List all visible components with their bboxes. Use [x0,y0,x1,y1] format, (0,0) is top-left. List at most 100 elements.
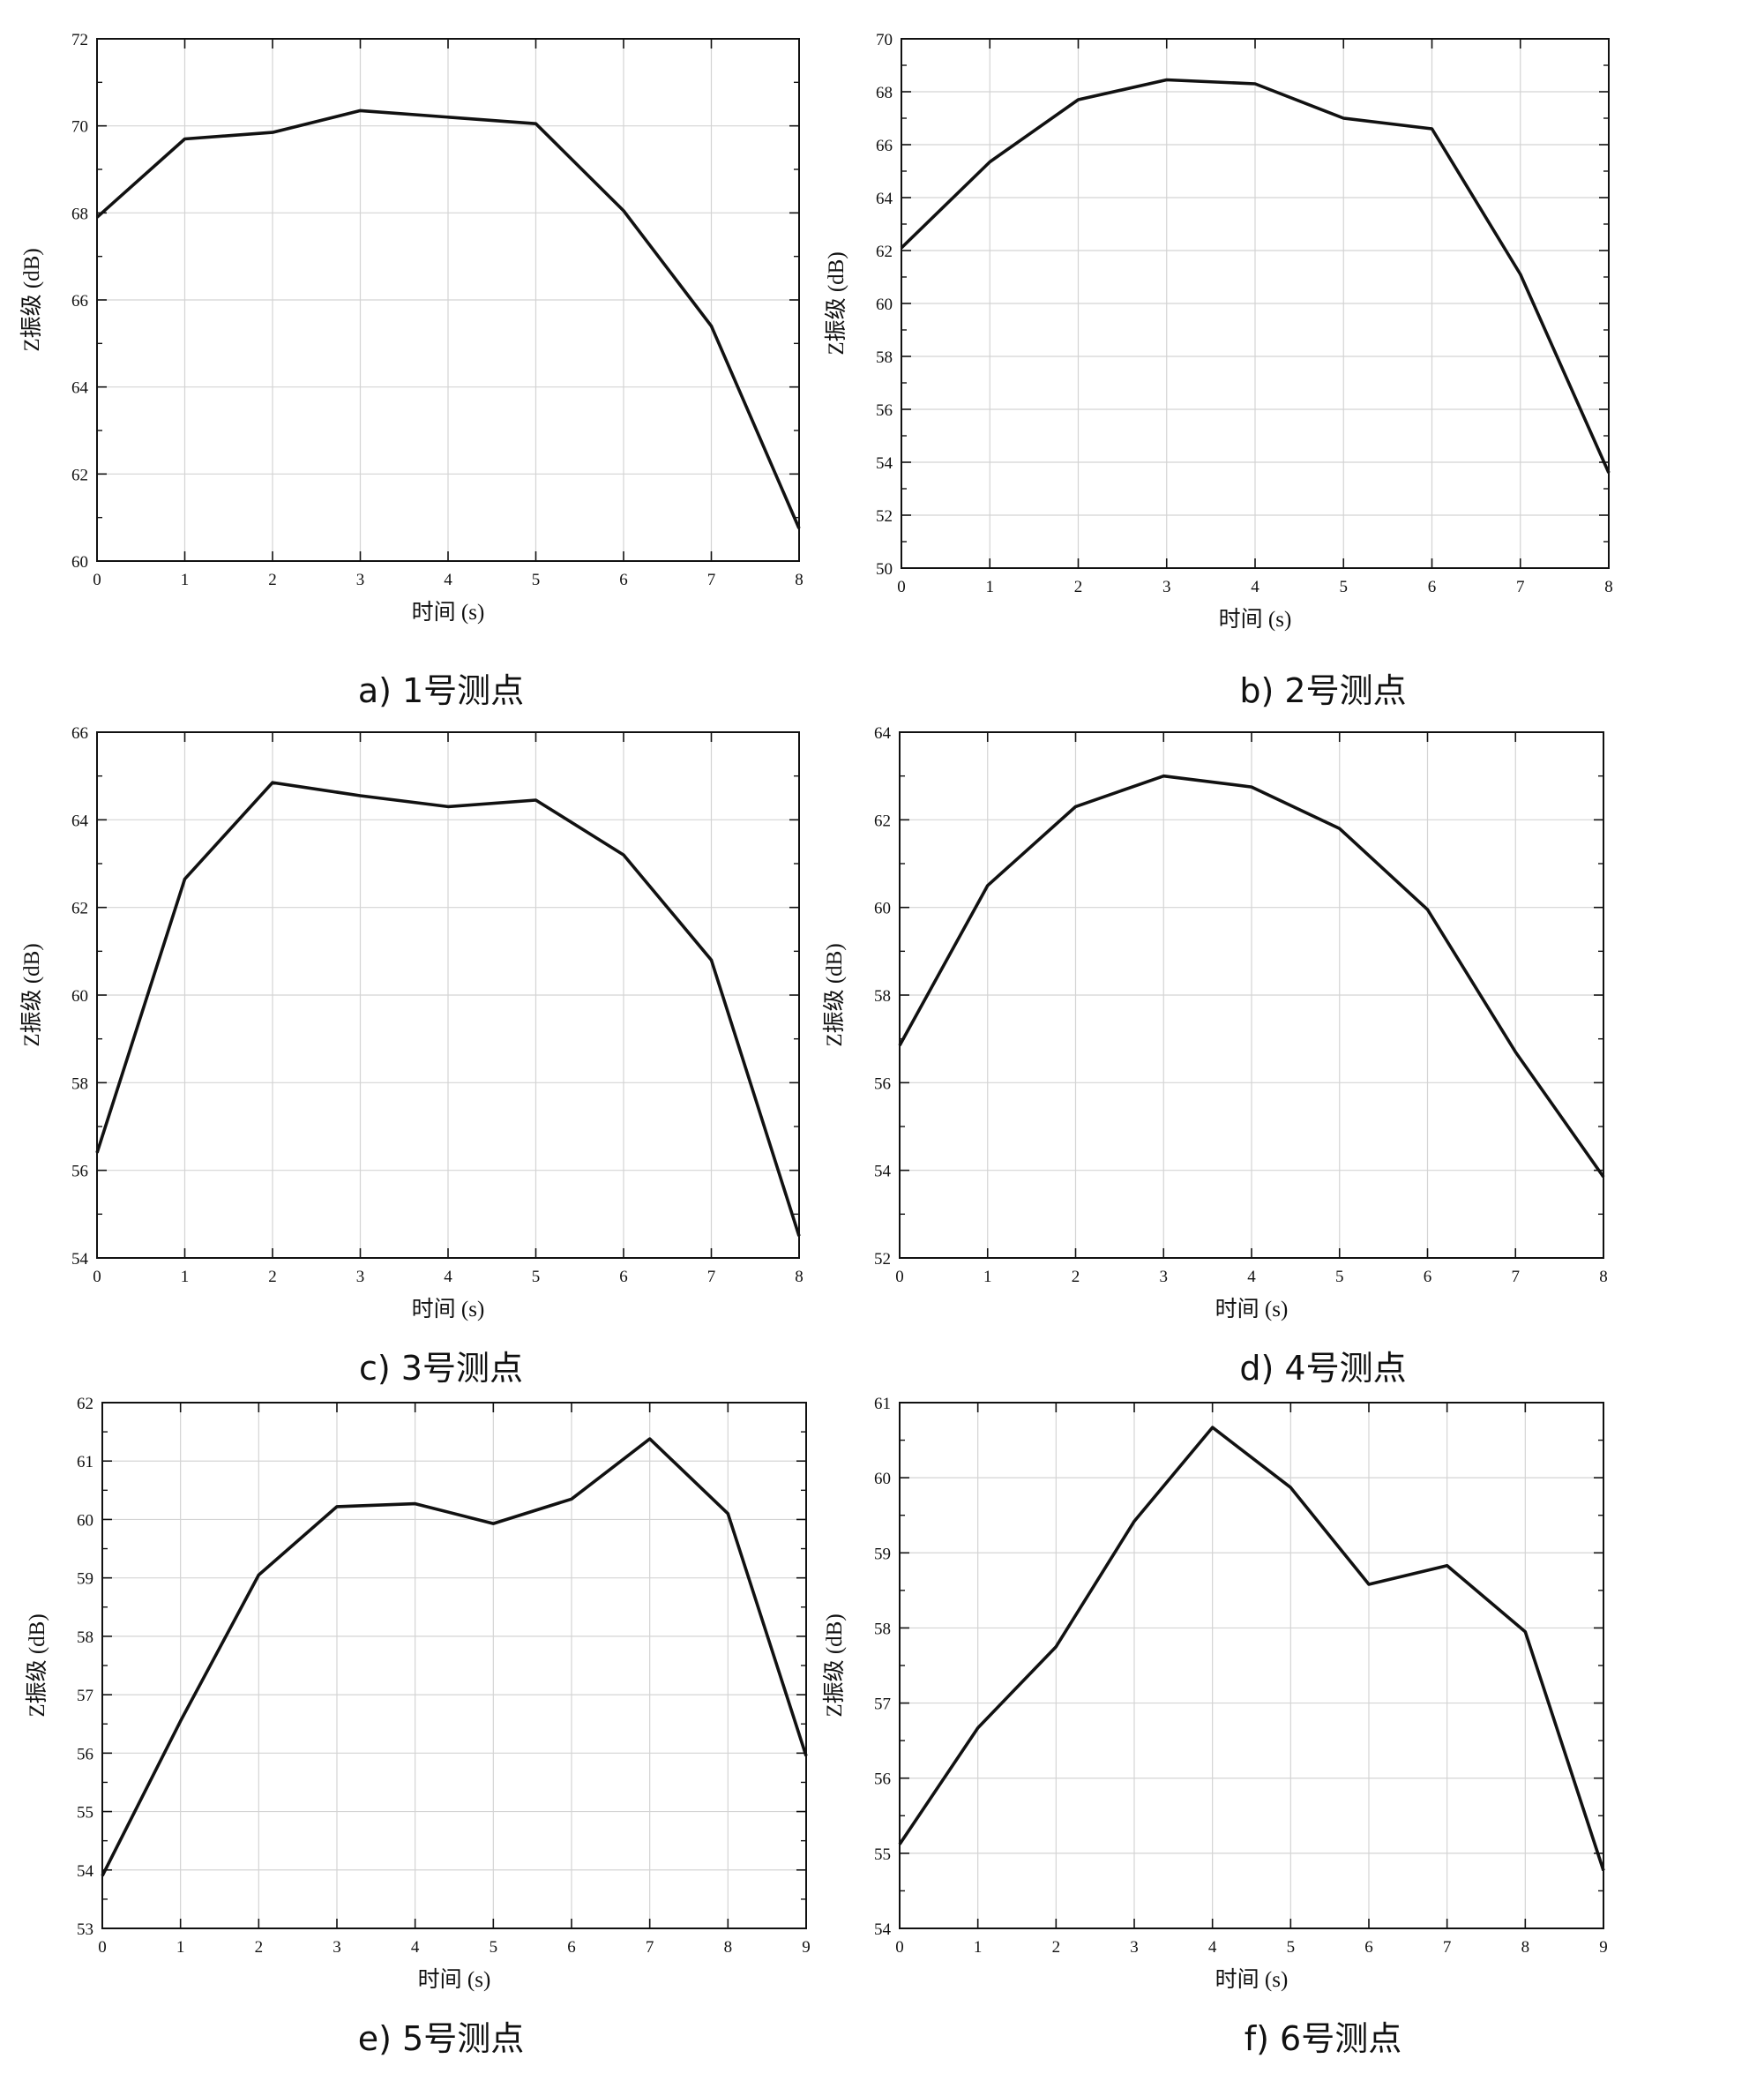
x-tick-label: 2 [268,571,277,589]
x-tick-label: 3 [1160,1268,1169,1286]
x-tick-label: 5 [532,571,541,589]
y-tick-label: 54 [874,1163,892,1181]
y-tick-label: 59 [77,1570,93,1589]
y-tick-label: 62 [77,1395,93,1413]
x-tick-label: 7 [1512,1268,1521,1286]
y-tick-label: 68 [876,84,893,102]
x-tick-label: 0 [897,578,906,596]
y-tick-label: 58 [71,1074,88,1093]
x-tick-label: 6 [619,571,628,589]
y-tick-label: 57 [874,1695,891,1714]
x-tick-label: 8 [1604,578,1613,596]
x-axis-title: 时间 (s) [1219,607,1292,632]
x-tick-label: 4 [1251,578,1259,596]
y-tick-label: 54 [77,1862,94,1881]
x-tick-label: 5 [1340,578,1349,596]
y-axis-title: Z振级 (dB) [822,1613,847,1717]
y-tick-label: 52 [874,1250,891,1269]
x-tick-label: 0 [98,1938,107,1957]
y-tick-label: 60 [71,553,88,572]
x-tick-label: 6 [1364,1938,1373,1957]
y-axis-title: Z振级 (dB) [25,1613,49,1717]
x-tick-label: 1 [181,1268,190,1286]
chart-panel-6: 54 55 56 57 58 59 60 61 0 1 2 3 4 5 6 7 8 9 时间 (s) Z振级 (dB)… [822,1395,1764,2081]
x-tick-label: 0 [93,1268,101,1286]
y-tick-label: 55 [874,1845,891,1864]
plot-frame [901,38,1610,569]
x-tick-label: 9 [1599,1938,1608,1957]
x-tick-label: 7 [1516,578,1525,596]
y-tick-label: 64 [874,724,892,743]
y-tick-label: 64 [71,379,89,398]
chart-panel-1: 60 62 64 66 68 70 72 0 1 2 3 4 5 6 7 8 时间 (s) Z振级 (dB) a)… [0,0,882,710]
y-tick-label: 53 [77,1920,93,1939]
y-tick-label: 64 [71,812,89,830]
x-tick-label: 0 [895,1268,904,1286]
x-tick-label: 2 [1074,578,1083,596]
y-tick-label: 62 [874,812,891,830]
x-axis-title: 时间 (s) [412,1297,485,1321]
y-tick-label: 66 [71,292,88,311]
chart-panel-2: 50 52 54 56 58 60 62 64 66 68 70 0 1 2 3 4 5 6 7 8 时间 (s) Z振级… [824,0,1764,710]
caption-2: b) 2号测点 [1239,671,1407,710]
x-tick-label: 7 [707,571,716,589]
y-tick-label: 60 [876,296,893,314]
x-tick-label: 3 [356,1268,365,1286]
x-tick-label: 6 [619,1268,628,1286]
plot-frame [899,731,1604,1259]
y-tick-label: 62 [71,900,88,918]
x-tick-label: 3 [1130,1938,1139,1957]
y-tick-label: 60 [874,900,891,918]
y-tick-label: 56 [77,1745,93,1763]
x-tick-label: 4 [411,1938,420,1957]
y-tick-label: 60 [71,987,88,1006]
y-tick-label: 70 [876,31,893,49]
y-axis-title: Z振级 (dB) [824,251,848,355]
x-tick-label: 7 [707,1268,716,1286]
x-tick-label: 5 [1287,1938,1296,1957]
series-line [101,1437,808,1877]
y-axis-title: Z振级 (dB) [822,943,847,1046]
x-tick-label: 3 [1162,578,1171,596]
y-tick-label: 54 [71,1250,89,1269]
x-tick-label: 7 [646,1938,654,1957]
x-tick-label: 5 [490,1938,498,1957]
x-tick-label: 6 [567,1938,576,1957]
y-tick-label: 55 [77,1804,93,1823]
x-tick-label: 2 [1052,1938,1061,1957]
y-tick-label: 58 [874,1620,891,1638]
y-tick-label: 58 [77,1628,93,1647]
y-axis-title: Z振级 (dB) [19,248,44,351]
x-tick-label: 2 [268,1268,277,1286]
x-tick-label: 2 [1072,1268,1080,1286]
y-tick-label: 72 [71,31,88,49]
y-tick-label: 62 [71,466,88,484]
series-line [900,78,1611,474]
x-tick-label: 4 [444,1268,452,1286]
chart-panel-4: 52 54 56 58 60 62 64 0 1 2 3 4 5 6 7 8 时间 (s) Z振级 (dB) d)… [822,706,1764,1403]
x-tick-label: 1 [983,1268,992,1286]
caption-6: f) 6号测点 [1244,2019,1402,2058]
y-tick-label: 56 [876,401,893,420]
y-axis-title: Z振级 (dB) [19,943,44,1046]
y-tick-label: 56 [874,1074,891,1093]
x-axis-title: 时间 (s) [1215,1967,1289,1992]
x-tick-label: 2 [255,1938,264,1957]
x-axis-title: 时间 (s) [412,600,485,625]
y-tick-label: 61 [77,1453,93,1471]
x-tick-label: 6 [1428,578,1437,596]
x-tick-label: 9 [802,1938,811,1957]
x-axis-title: 时间 (s) [1215,1297,1289,1321]
y-tick-label: 68 [71,205,88,223]
y-tick-label: 56 [71,1163,88,1181]
caption-5: e) 5号测点 [357,2019,525,2058]
series-line [95,781,801,1237]
plot-frame [96,731,800,1259]
x-tick-label: 0 [93,571,101,589]
y-tick-label: 50 [876,560,893,579]
chart-panel-5: 53 54 55 56 57 58 59 60 61 62 0 1 2 3 4 5 6 7 8 9 时间 (s) Z振级 … [0,1395,882,2081]
